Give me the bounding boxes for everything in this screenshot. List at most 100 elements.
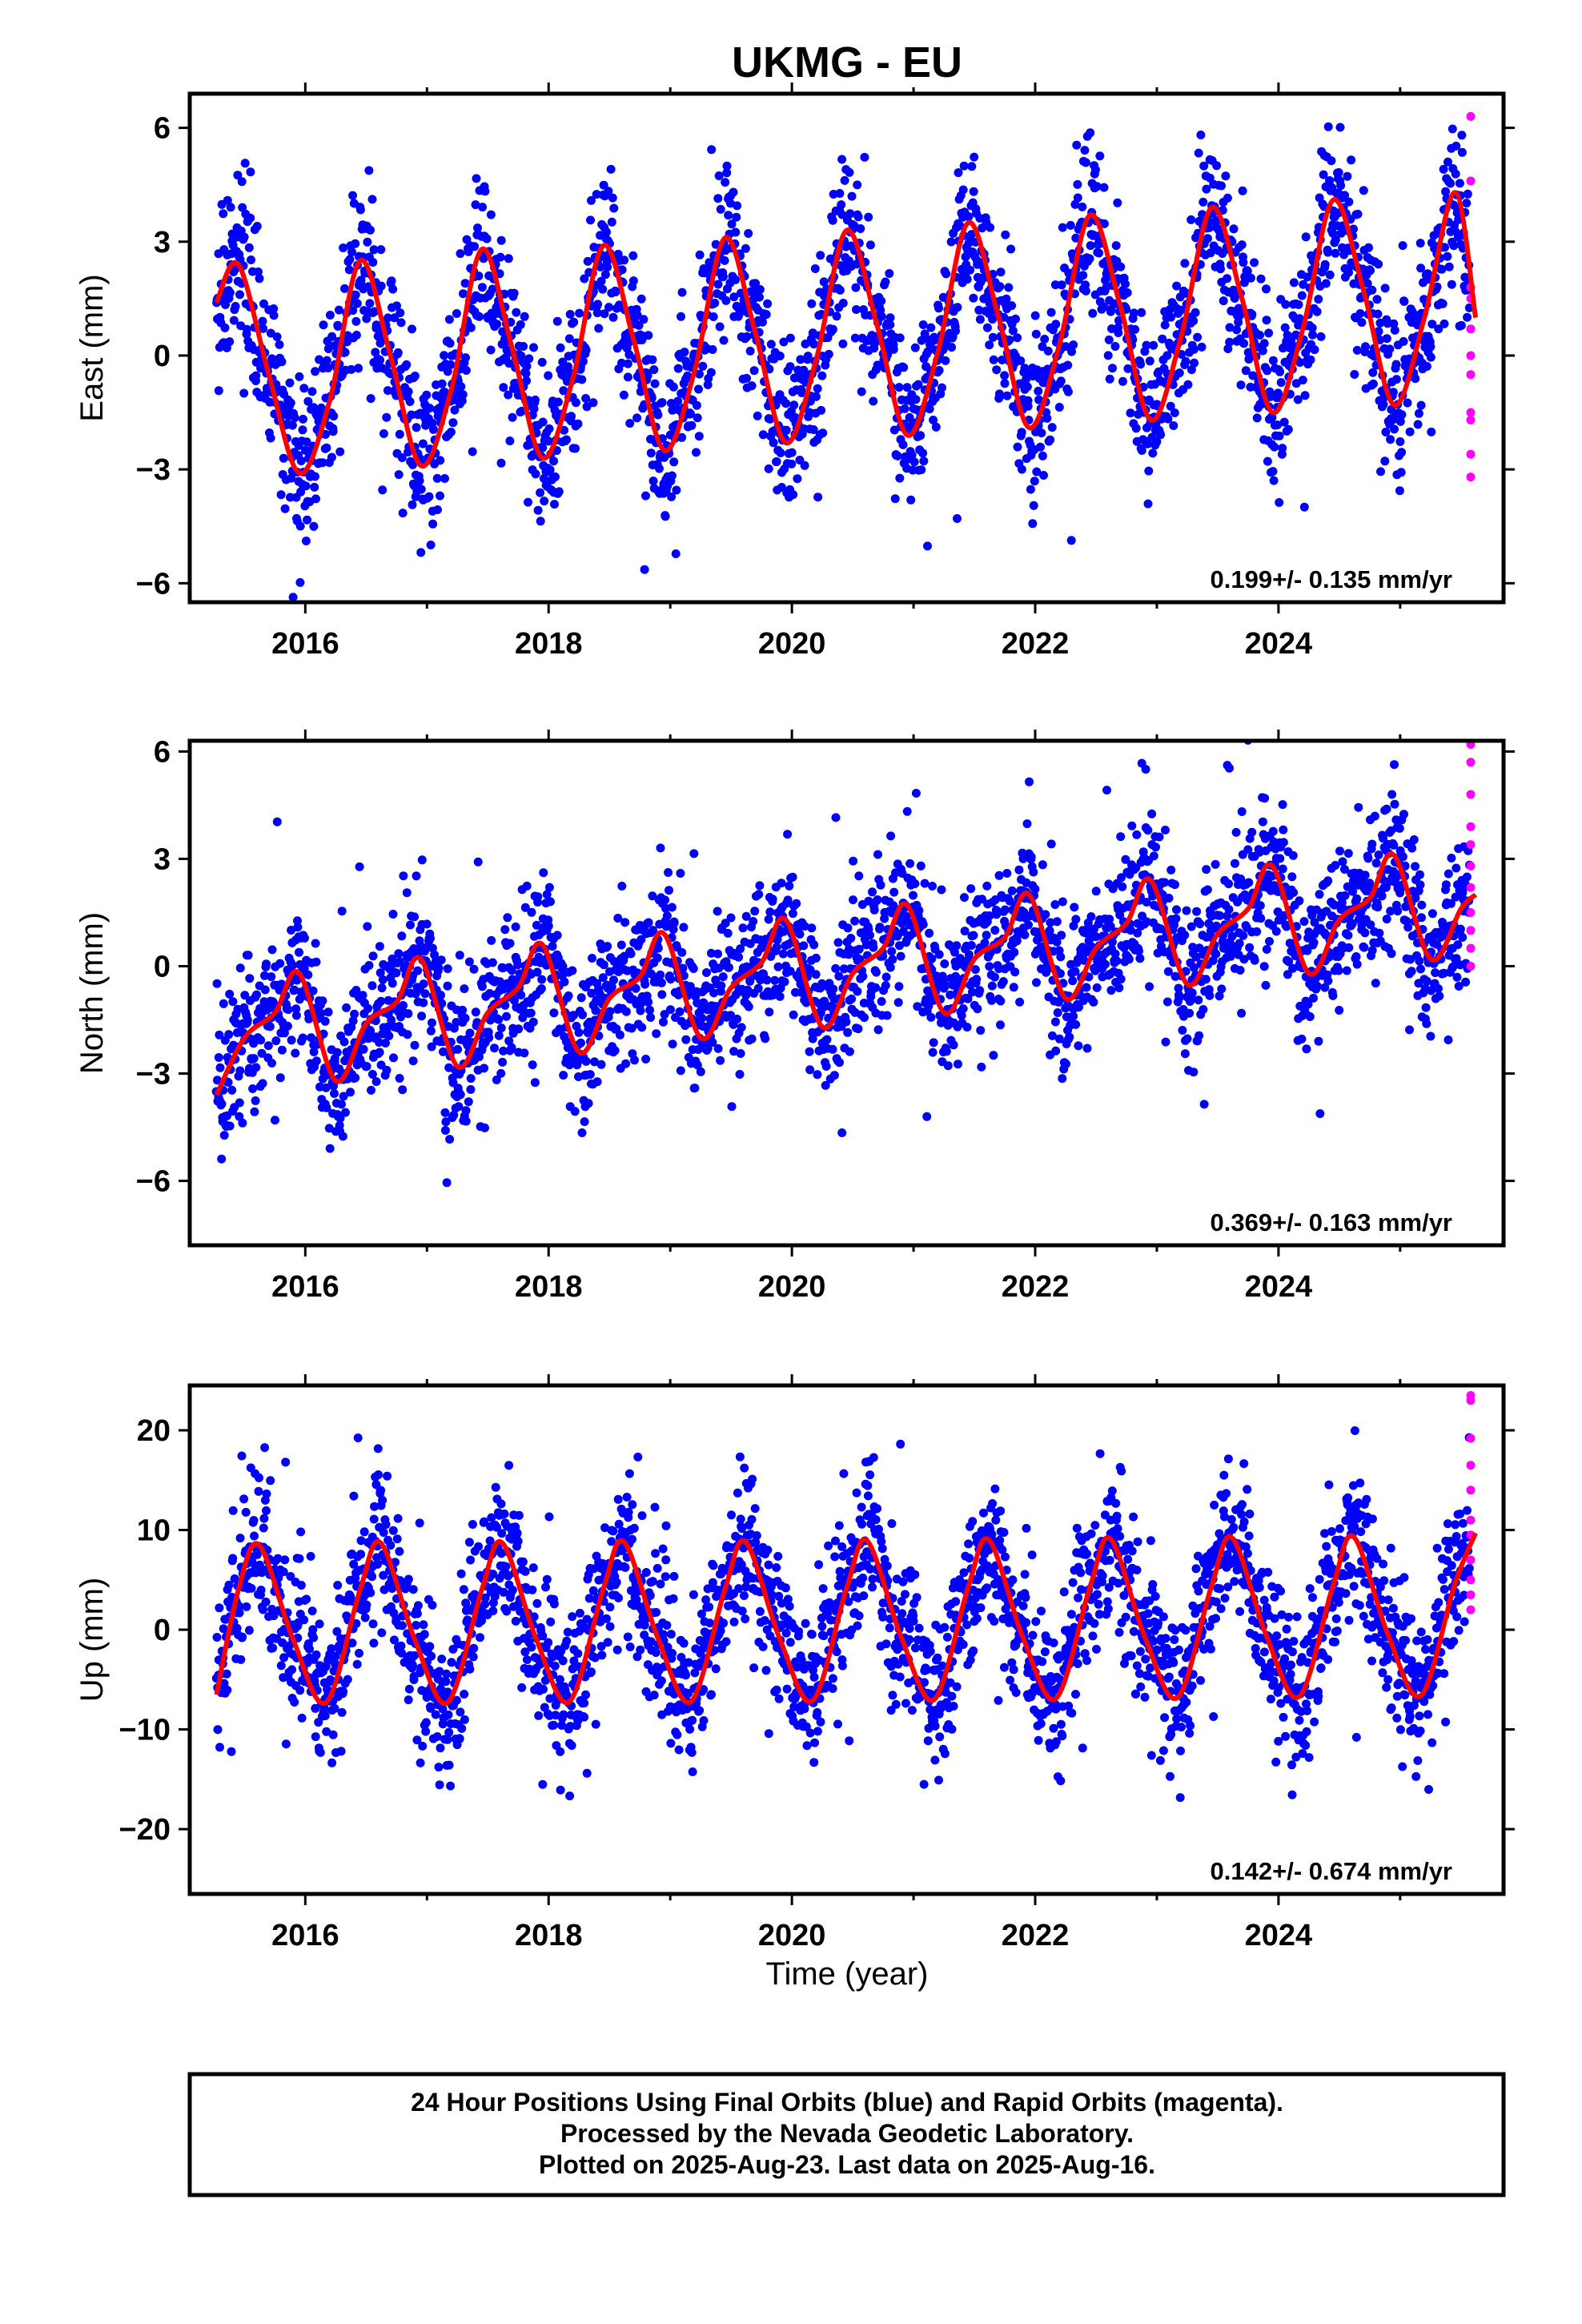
final-orbit-point — [505, 939, 515, 948]
final-orbit-point — [1007, 886, 1017, 895]
final-orbit-point — [665, 886, 673, 895]
final-orbit-point — [1058, 897, 1067, 907]
final-orbit-point — [980, 939, 990, 947]
final-orbit-point — [623, 372, 632, 382]
final-orbit-point — [1201, 975, 1211, 984]
final-orbit-point — [544, 371, 553, 380]
final-orbit-point — [1439, 319, 1449, 328]
final-orbit-point — [869, 943, 878, 952]
final-orbit-point — [1316, 332, 1326, 341]
final-orbit-point — [873, 1025, 883, 1035]
final-orbit-point — [507, 966, 516, 975]
final-orbit-point — [887, 947, 897, 956]
final-orbit-point — [472, 174, 481, 183]
final-orbit-point — [1268, 356, 1278, 365]
final-orbit-point — [1012, 936, 1022, 946]
final-orbit-point — [1399, 297, 1409, 306]
final-orbit-point — [583, 256, 592, 266]
final-orbit-point — [1449, 241, 1459, 251]
final-orbit-point — [849, 856, 858, 866]
final-orbit-point — [426, 541, 436, 549]
rapid-orbit-point — [1466, 370, 1476, 380]
final-orbit-point — [1298, 376, 1307, 385]
final-orbit-point — [994, 870, 1004, 880]
final-orbit-point — [528, 1060, 537, 1070]
final-orbit-point — [953, 303, 962, 312]
final-orbit-point — [1231, 827, 1241, 837]
final-orbit-point — [672, 485, 681, 495]
final-orbit-point — [1004, 283, 1014, 292]
final-orbit-point — [1390, 325, 1399, 335]
final-orbit-point — [741, 243, 750, 253]
final-orbit-point — [657, 990, 667, 999]
final-orbit-point — [928, 1047, 938, 1057]
final-orbit-point — [930, 336, 939, 345]
final-orbit-point — [594, 324, 604, 333]
final-orbit-point — [982, 323, 992, 332]
final-orbit-point — [576, 993, 586, 1003]
final-orbit-point — [290, 413, 299, 423]
final-orbit-point — [1023, 401, 1033, 411]
final-orbit-point — [474, 271, 484, 281]
final-orbit-point — [247, 255, 255, 264]
final-orbit-point — [768, 895, 777, 904]
final-orbit-point — [277, 357, 287, 367]
final-orbit-point — [661, 895, 670, 905]
final-orbit-point — [231, 302, 240, 311]
plot-area-north — [211, 741, 1478, 1188]
final-orbit-point — [1022, 819, 1032, 829]
final-orbit-point — [1082, 1043, 1092, 1053]
final-orbit-point — [1262, 945, 1271, 954]
final-orbit-point — [443, 981, 452, 991]
final-orbit-point — [1325, 176, 1335, 185]
final-orbit-point — [245, 974, 255, 983]
final-orbit-point — [693, 1060, 702, 1070]
final-orbit-point — [1416, 400, 1426, 410]
final-orbit-point — [737, 1023, 746, 1032]
final-orbit-point — [640, 979, 650, 989]
final-orbit-point — [1440, 243, 1449, 252]
final-orbit-point — [846, 934, 856, 943]
final-orbit-point — [898, 440, 908, 449]
final-orbit-point — [828, 215, 837, 225]
final-orbit-point — [592, 1077, 602, 1087]
final-orbit-point — [1034, 395, 1044, 404]
final-orbit-point — [667, 471, 677, 480]
final-orbit-point — [600, 309, 609, 319]
final-orbit-point — [1265, 937, 1274, 946]
final-orbit-point — [1439, 164, 1448, 174]
final-orbit-point — [998, 977, 1008, 987]
final-orbit-point — [378, 975, 387, 984]
final-orbit-point — [616, 940, 626, 950]
final-orbit-point — [1452, 141, 1461, 151]
y-tick-label: 0 — [154, 340, 171, 373]
final-orbit-point — [982, 881, 992, 891]
final-orbit-point — [835, 285, 845, 295]
final-orbit-point — [508, 412, 517, 422]
final-orbit-point — [797, 388, 806, 397]
final-orbit-point — [291, 1011, 301, 1020]
final-orbit-point — [587, 988, 596, 998]
final-orbit-point — [960, 893, 969, 903]
final-orbit-point — [496, 458, 506, 468]
final-orbit-point — [1270, 442, 1279, 452]
final-orbit-point — [520, 1048, 529, 1058]
final-orbit-point — [1344, 197, 1354, 207]
final-orbit-point — [309, 1047, 319, 1056]
final-orbit-point — [383, 386, 392, 396]
final-orbit-point — [581, 394, 591, 403]
final-orbit-point — [584, 1099, 593, 1108]
final-orbit-point — [363, 1034, 373, 1043]
final-orbit-point — [598, 284, 608, 294]
final-orbit-point — [1037, 428, 1046, 438]
final-orbit-point — [342, 1003, 351, 1012]
final-orbit-point — [327, 452, 336, 462]
final-orbit-point — [225, 288, 235, 297]
final-orbit-point — [954, 168, 963, 178]
final-orbit-point — [1051, 1046, 1061, 1055]
final-orbit-point — [485, 989, 495, 998]
final-orbit-point — [648, 476, 658, 486]
final-orbit-point — [753, 983, 763, 993]
final-orbit-point — [733, 1015, 742, 1023]
final-orbit-point — [925, 928, 934, 938]
